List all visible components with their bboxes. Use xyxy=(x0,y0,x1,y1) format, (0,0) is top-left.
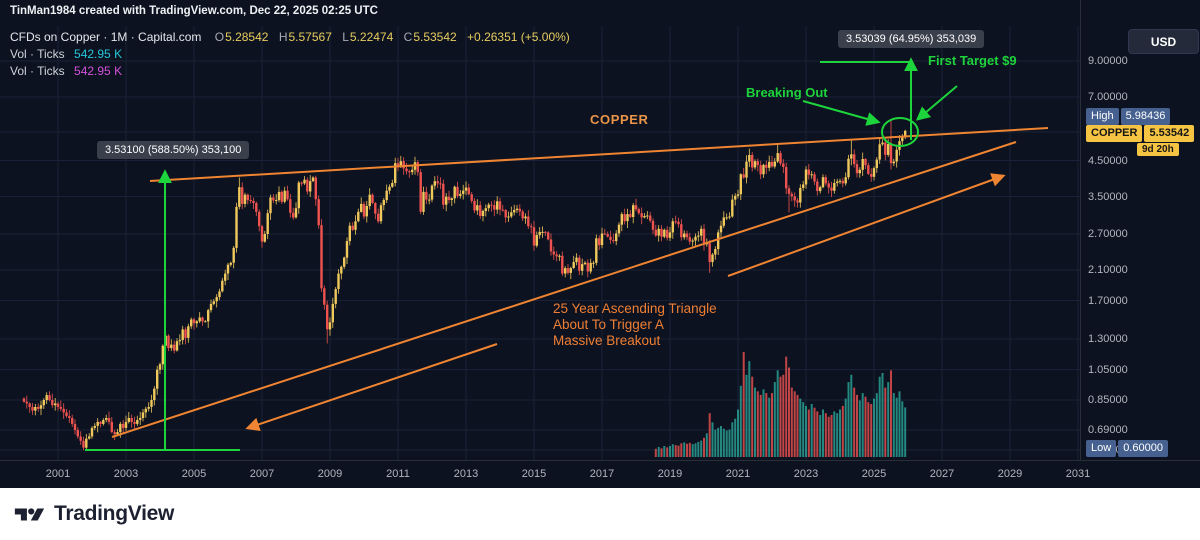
tradingview-logo[interactable]: TradingView xyxy=(14,502,174,527)
triangle-annotation[interactable]: 25 Year Ascending Triangle About To Trig… xyxy=(553,301,717,349)
first-target-label[interactable]: First Target $9 xyxy=(928,53,1017,68)
time-tick-label: 2027 xyxy=(929,468,955,480)
grid xyxy=(0,26,1080,460)
change-value: +0.26351 (+5.00%) xyxy=(467,30,570,44)
time-tick-label: 2005 xyxy=(181,468,207,480)
low-badge-label: Low xyxy=(1086,440,1117,457)
legend: CFDs on Copper · 1M · Capital.com O5.285… xyxy=(10,29,577,80)
time-tick-label: 2029 xyxy=(997,468,1023,480)
ohlc-close-key: C xyxy=(403,30,413,44)
time-tick-label: 2021 xyxy=(725,468,751,480)
price-tick-label: 1.30000 xyxy=(1088,333,1128,345)
volume-series xyxy=(654,352,907,458)
measure-label-left[interactable]: 3.53100 (588.50%) 353,100 xyxy=(97,141,250,159)
price-tick-label: 7.00000 xyxy=(1088,91,1128,104)
time-tick-label: 2001 xyxy=(45,468,71,480)
high-price-badge: High 5.98436 xyxy=(1086,108,1171,125)
symbol-title[interactable]: CFDs on Copper · 1M · Capital.com xyxy=(10,30,202,44)
currency-button[interactable]: USD xyxy=(1128,29,1199,54)
symbol-badge-label: COPPER xyxy=(1086,125,1143,142)
tradingview-wordmark: TradingView xyxy=(54,502,175,525)
volume-legend-row-1: Vol · Ticks 542.95 K xyxy=(10,46,577,62)
candles-series xyxy=(22,119,907,451)
ohlc-open-value: 5.28542 xyxy=(225,30,269,44)
symbol-legend-row: CFDs on Copper · 1M · Capital.com O5.285… xyxy=(10,29,577,45)
high-badge-value: 5.98436 xyxy=(1120,108,1171,125)
time-tick-label: 2017 xyxy=(589,468,615,480)
triangle-note-line-3: Massive Breakout xyxy=(553,333,661,348)
price-tick-label: 0.69000 xyxy=(1088,424,1128,436)
ohlc-high-value: 5.57567 xyxy=(288,30,332,44)
ohlc-open-key: O xyxy=(214,30,225,44)
price-chart-svg[interactable] xyxy=(0,0,1080,460)
price-tick-label: 0.85000 xyxy=(1088,394,1128,406)
time-axis[interactable]: 2001 2003 2005 2007 2009 2011 2013 2015 2017 2019… xyxy=(0,460,1200,489)
low-badge-value: 0.60000 xyxy=(1118,440,1168,457)
time-tick-label: 2025 xyxy=(861,468,887,480)
time-tick-label: 2023 xyxy=(793,468,819,480)
triangle-note-line-1: 25 Year Ascending Triangle xyxy=(553,301,717,316)
last-price-badge: COPPER 5.53542 xyxy=(1086,125,1195,142)
price-tick-label: 2.70000 xyxy=(1088,228,1128,240)
time-tick-label: 2031 xyxy=(1065,468,1091,480)
price-tick-label: 2.10000 xyxy=(1088,264,1128,277)
bar-countdown-value: 9d 20h xyxy=(1137,143,1179,156)
high-badge-label: High xyxy=(1086,108,1119,125)
time-tick-label: 2015 xyxy=(521,468,547,480)
ohlc-low-key: L xyxy=(342,30,349,44)
triangle-note-line-2: About To Trigger A xyxy=(553,317,664,332)
ohlc-close-value: 5.53542 xyxy=(413,30,457,44)
watermark-attribution: TinMan1984 created with TradingView.com,… xyxy=(10,5,378,17)
volume-value-2: 542.95 K xyxy=(74,64,123,78)
footer: TradingView xyxy=(0,488,1200,540)
last-price-value: 5.53542 xyxy=(1144,125,1195,142)
tradingview-logo-icon xyxy=(14,507,45,521)
time-tick-label: 2011 xyxy=(386,468,410,480)
price-tick-label: 4.50000 xyxy=(1088,154,1128,167)
time-tick-label: 2007 xyxy=(249,468,275,480)
price-axis[interactable]: USD High 5.98436 COPPER 5.53542 9d 20h L… xyxy=(1080,0,1200,460)
bar-countdown-badge: 9d 20h xyxy=(1137,143,1179,156)
price-tick-label: 1.05000 xyxy=(1088,363,1128,376)
volume-legend-row-2: Vol · Ticks 542.95 K xyxy=(10,63,577,79)
time-tick-label: 2013 xyxy=(453,468,479,480)
ohlc-high-key: H xyxy=(278,30,288,44)
time-tick-label: 2009 xyxy=(317,468,343,480)
low-price-badge: Low 0.60000 xyxy=(1086,440,1168,457)
trendline-copper-label[interactable]: COPPER xyxy=(590,112,649,127)
time-tick-label: 2019 xyxy=(657,468,683,480)
breaking-out-label[interactable]: Breaking Out xyxy=(746,85,828,100)
volume-legend-title-1[interactable]: Vol · Ticks xyxy=(10,47,65,61)
volume-value-1: 542.95 K xyxy=(74,47,123,61)
price-tick-label: 1.70000 xyxy=(1088,294,1128,307)
price-tick-label: 3.50000 xyxy=(1088,190,1128,203)
drawings[interactable] xyxy=(85,57,1049,451)
time-tick-label: 2003 xyxy=(113,468,139,480)
ohlc-low-value: 5.22474 xyxy=(349,30,394,44)
measure-label-right[interactable]: 3.53039 (64.95%) 353,039 xyxy=(838,30,985,48)
volume-legend-title-2[interactable]: Vol · Ticks xyxy=(10,64,65,78)
price-tick-label: 9.00000 xyxy=(1088,55,1128,67)
